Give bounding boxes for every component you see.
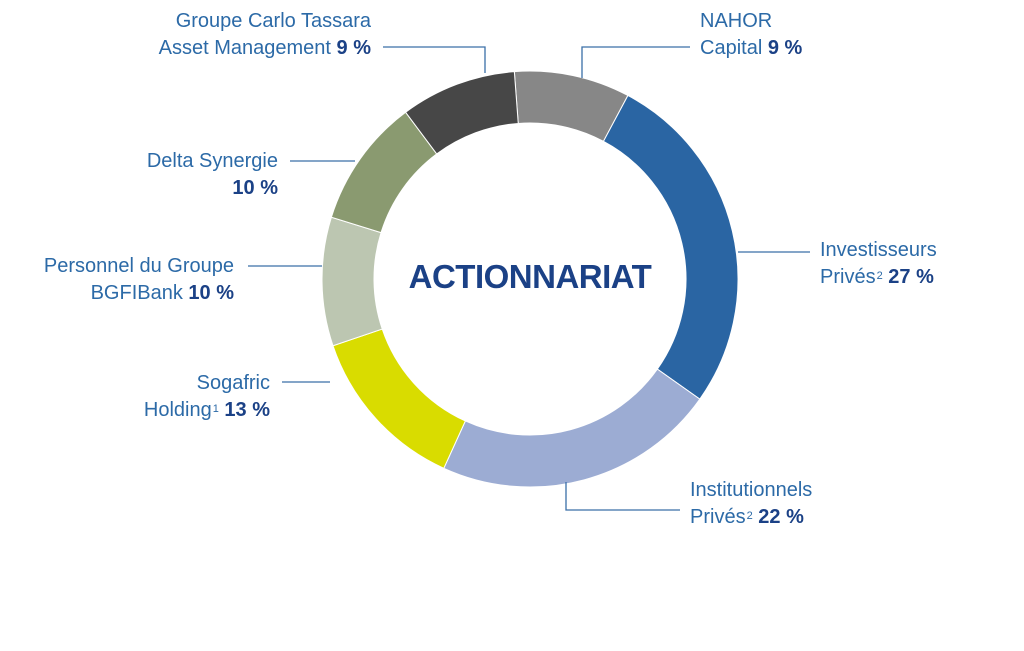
donut-slice-sogafric <box>332 328 467 469</box>
slice-percent: 10 % <box>232 177 278 199</box>
slice-name-line1: Investisseurs <box>820 239 937 261</box>
slice-name-line1: Personnel du Groupe <box>43 255 234 277</box>
slice-name-line1: Groupe Carlo Tassara <box>175 10 371 32</box>
slice-percent: 9 % <box>767 37 803 59</box>
slice-label-carlo-tassara: Groupe Carlo Tassara Asset Management 9 … <box>159 8 371 62</box>
slice-name-line2: Capital <box>700 37 763 59</box>
leader-line-nahor <box>581 46 690 78</box>
leader-line-institutionnels <box>565 482 680 511</box>
footnote-mark: 2 <box>876 270 883 282</box>
slice-name-line1: Delta Synergie <box>146 150 278 172</box>
slice-name-line2: Privés <box>690 506 746 528</box>
slice-label-institutionnels: Institutionnels Privés2 22 % <box>690 477 812 531</box>
slice-percent: 27 % <box>888 266 934 288</box>
slice-percent: 10 % <box>188 282 234 304</box>
donut-slice-carlo-tassara <box>404 71 519 155</box>
slice-label-nahor: NAHOR Capital 9 % <box>700 8 802 62</box>
donut-slice-institutionnels <box>443 368 701 488</box>
slice-name-line1: NAHOR <box>700 10 773 32</box>
slice-percent: 9 % <box>336 37 371 59</box>
slice-name-line1: Institutionnels <box>690 479 813 501</box>
slice-name-line2: Asset Management <box>158 37 331 59</box>
chart-title: ACTIONNARIAT <box>408 258 652 295</box>
slice-name-line2: Privés <box>820 266 876 288</box>
donut-slice-personnel <box>321 216 383 347</box>
footnote-mark: 2 <box>746 510 753 522</box>
slice-label-investisseurs: Investisseurs Privés2 27 % <box>820 237 937 291</box>
slice-percent: 13 % <box>224 399 270 421</box>
footnote-mark: 1 <box>212 403 219 415</box>
slice-percent: 22 % <box>758 506 804 528</box>
slice-label-sogafric: Sogafric Holding1 13 % <box>144 370 270 424</box>
donut-slice-investisseurs <box>602 94 739 400</box>
slice-label-personnel: Personnel du Groupe BGFIBank 10 % <box>44 253 234 307</box>
leader-line-carlo-tassara <box>383 46 486 73</box>
slice-name-line2: Holding <box>143 399 212 421</box>
slice-name-line2: BGFIBank <box>90 282 183 304</box>
slice-label-delta-synergie: Delta Synergie 10 % <box>147 148 278 202</box>
slice-name-line1: Sogafric <box>196 372 270 394</box>
